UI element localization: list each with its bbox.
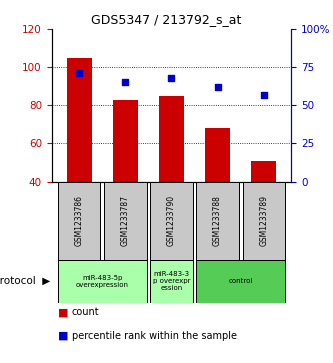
Text: ■: ■: [58, 331, 69, 341]
Text: protocol  ▶: protocol ▶: [0, 276, 50, 286]
FancyBboxPatch shape: [196, 260, 285, 303]
FancyBboxPatch shape: [58, 182, 101, 260]
Text: GSM1233789: GSM1233789: [259, 195, 268, 246]
Bar: [67, 58, 92, 182]
Point: [169, 75, 174, 81]
Text: miR-483-3
p overexpr
ession: miR-483-3 p overexpr ession: [153, 271, 190, 291]
Text: control: control: [228, 278, 253, 284]
Point: [261, 92, 266, 98]
FancyBboxPatch shape: [150, 260, 193, 303]
Text: GSM1233787: GSM1233787: [121, 195, 130, 246]
Text: percentile rank within the sample: percentile rank within the sample: [72, 331, 236, 341]
Bar: [113, 99, 138, 182]
Text: GSM1233790: GSM1233790: [167, 195, 176, 246]
Text: GDS5347 / 213792_s_at: GDS5347 / 213792_s_at: [91, 13, 242, 26]
Text: miR-483-5p
overexpression: miR-483-5p overexpression: [76, 275, 129, 288]
Bar: [251, 160, 276, 182]
Point: [77, 70, 82, 76]
FancyBboxPatch shape: [242, 182, 285, 260]
Text: GSM1233786: GSM1233786: [75, 195, 84, 246]
Point: [215, 84, 220, 90]
Point: [123, 79, 128, 85]
Text: count: count: [72, 307, 99, 317]
FancyBboxPatch shape: [150, 182, 193, 260]
FancyBboxPatch shape: [58, 260, 147, 303]
FancyBboxPatch shape: [104, 182, 147, 260]
FancyBboxPatch shape: [196, 182, 239, 260]
Bar: [159, 96, 184, 182]
Text: ■: ■: [58, 307, 69, 317]
Text: GSM1233788: GSM1233788: [213, 195, 222, 246]
Bar: [205, 128, 230, 182]
